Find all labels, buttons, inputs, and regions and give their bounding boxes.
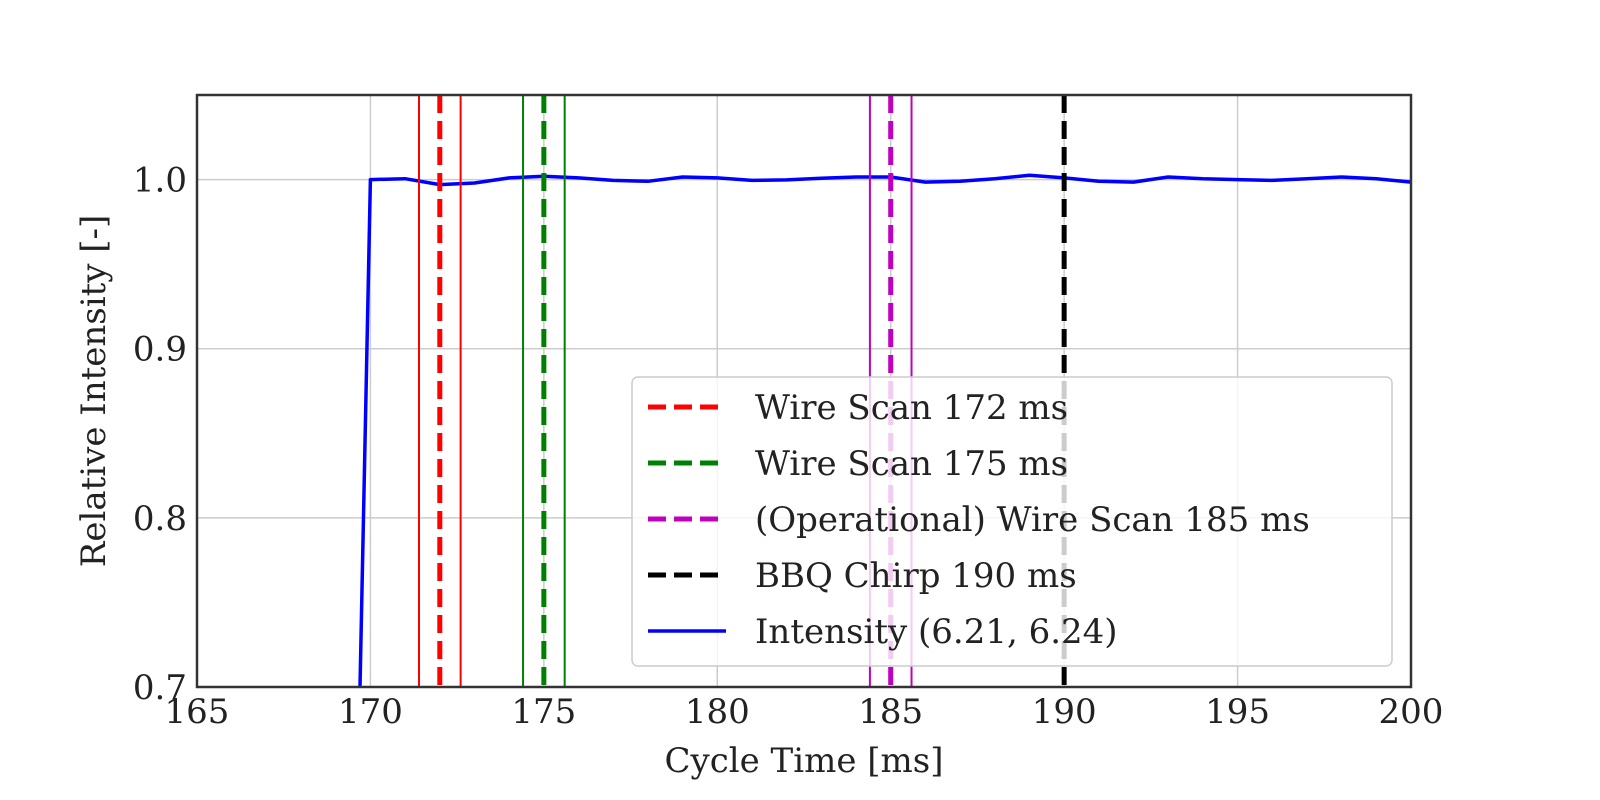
x-tick-label: 195 [1205,692,1270,732]
y-tick-labels: 0.7 0.8 0.9 1.0 [133,161,187,708]
series-layer [358,173,1412,688]
y-tick-label: 0.7 [133,668,187,708]
x-tick-label: 185 [858,692,923,732]
legend-box [631,376,1393,667]
x-tick-label: 200 [1379,692,1444,732]
y-axis-label: Relative Intensity [-] [74,215,114,568]
x-tick-label: 180 [685,692,750,732]
legend-label: (Operational) Wire Scan 185 ms [755,500,1310,540]
x-tick-label: 170 [338,692,403,732]
x-axis-label: Cycle Time [ms] [664,741,943,781]
series-line-intensity [358,173,1412,688]
y-tick-label: 0.8 [133,499,187,539]
y-tick-label: 0.9 [133,330,187,370]
legend-label: BBQ Chirp 190 ms [755,556,1077,596]
x-tick-label: 175 [511,692,576,732]
x-tick-labels: 165 170 175 180 185 190 195 200 [165,692,1444,732]
plot-frame [195,93,1413,689]
y-tick-label: 1.0 [133,161,187,201]
legend-label: Wire Scan 172 ms [755,388,1068,428]
x-tick-label: 190 [1032,692,1097,732]
legend: Wire Scan 172 ms Wire Scan 175 ms (Operati… [631,376,1393,667]
legend-label: Wire Scan 175 ms [755,444,1068,484]
x-tick-label: 165 [165,692,230,732]
legend-label: Intensity (6.21, 6.24) [755,612,1118,652]
